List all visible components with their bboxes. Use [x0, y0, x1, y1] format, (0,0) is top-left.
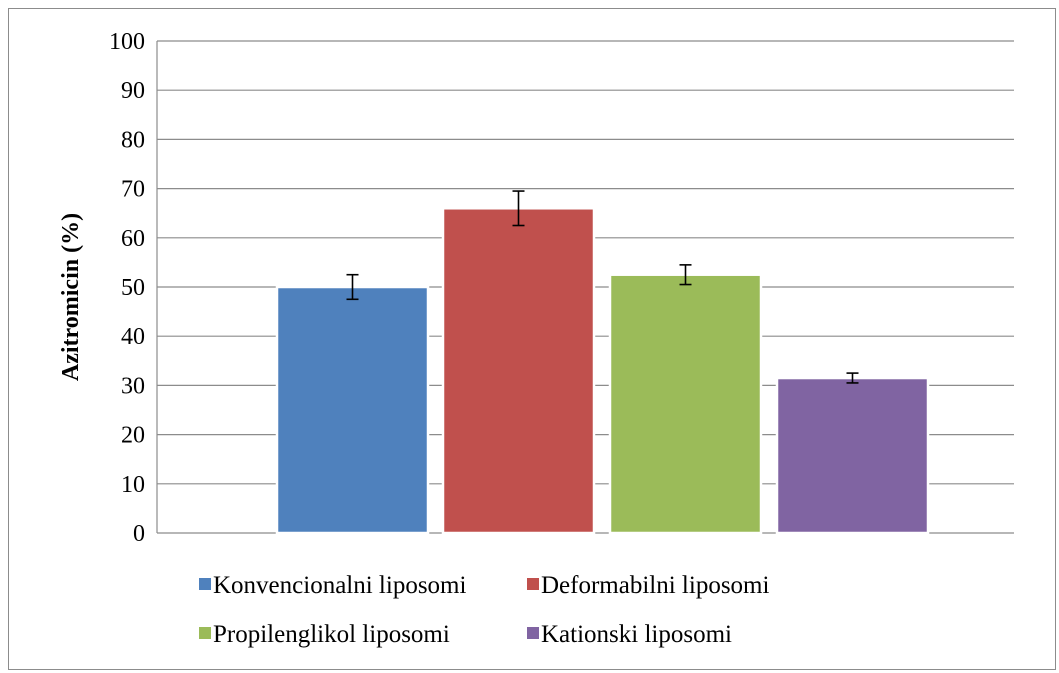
legend-swatch — [199, 627, 211, 639]
legend-swatch — [527, 578, 539, 590]
bar-4 — [775, 376, 930, 535]
bar-1 — [275, 285, 430, 535]
legend-item-2: Deformabilni liposomi — [527, 572, 769, 599]
legend-label: Kationski liposomi — [541, 621, 732, 648]
y-tick-label: 40 — [121, 324, 145, 350]
y-tick-label: 60 — [121, 226, 145, 252]
legend-item-3: Propilenglikol liposomi — [199, 621, 450, 648]
y-tick-label: 0 — [133, 521, 145, 547]
bar-3 — [608, 273, 763, 535]
legend-item-4: Kationski liposomi — [527, 621, 732, 648]
y-tick-label: 90 — [121, 78, 145, 104]
error-bar-3 — [679, 264, 692, 286]
y-axis-ticks: 0 10 20 30 40 50 60 70 80 90 100 — [109, 29, 145, 547]
y-tick-label: 70 — [121, 177, 145, 203]
legend-swatch — [199, 578, 211, 590]
y-tick-label: 50 — [121, 275, 145, 301]
bar-2 — [441, 207, 596, 535]
error-bars — [346, 190, 859, 384]
y-axis-label: Azitromicin (%) — [58, 213, 84, 381]
y-tick-label: 30 — [121, 373, 145, 399]
legend: Konvencionalni liposomi Deformabilni lipo… — [199, 572, 769, 648]
legend-label: Deformabilni liposomi — [541, 572, 769, 599]
legend-label: Konvencionalni liposomi — [213, 572, 466, 599]
legend-item-1: Konvencionalni liposomi — [199, 572, 466, 599]
error-bar-4 — [846, 372, 859, 384]
bars — [275, 207, 930, 535]
y-tick-label: 100 — [109, 29, 145, 55]
legend-swatch — [527, 627, 539, 639]
error-bar-1 — [346, 273, 359, 301]
y-tick-label: 80 — [121, 127, 145, 153]
legend-label: Propilenglikol liposomi — [213, 621, 450, 648]
y-tick-label: 10 — [121, 472, 145, 498]
y-tick-label: 20 — [121, 423, 145, 449]
error-bar-2 — [512, 190, 525, 227]
